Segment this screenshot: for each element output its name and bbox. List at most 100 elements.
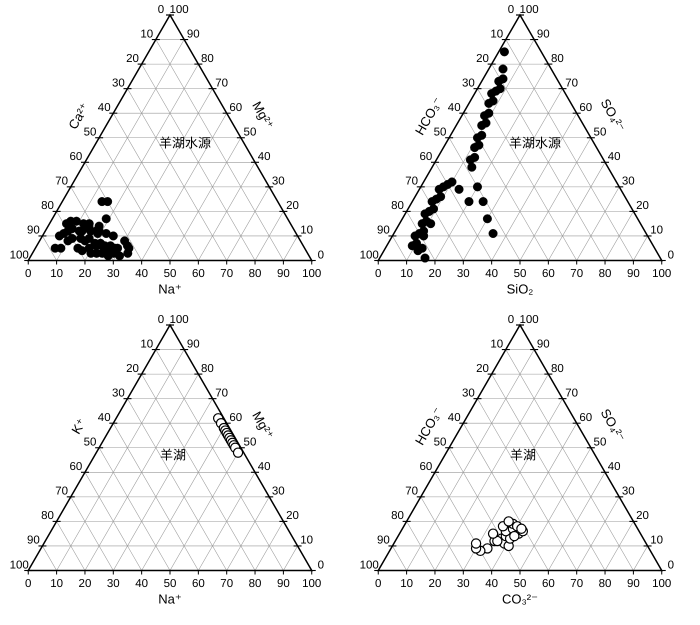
svg-text:30: 30 <box>272 486 285 498</box>
svg-text:60: 60 <box>229 102 242 114</box>
svg-text:60: 60 <box>192 268 205 280</box>
svg-text:30: 30 <box>107 578 120 590</box>
svg-text:20: 20 <box>286 200 299 212</box>
svg-text:60: 60 <box>69 461 82 473</box>
svg-text:30: 30 <box>272 176 285 188</box>
svg-text:100: 100 <box>519 4 538 16</box>
svg-text:80: 80 <box>551 363 564 375</box>
svg-text:60: 60 <box>229 412 242 424</box>
svg-text:50: 50 <box>594 127 607 139</box>
svg-text:70: 70 <box>405 176 418 188</box>
svg-text:90: 90 <box>537 338 550 350</box>
svg-text:羊湖: 羊湖 <box>510 448 536 463</box>
svg-text:70: 70 <box>220 268 233 280</box>
svg-text:80: 80 <box>249 268 262 280</box>
svg-text:100: 100 <box>10 249 29 261</box>
svg-text:90: 90 <box>627 578 640 590</box>
svg-text:70: 70 <box>565 77 578 89</box>
svg-text:90: 90 <box>377 535 390 547</box>
svg-text:K⁺: K⁺ <box>68 416 89 437</box>
svg-text:60: 60 <box>69 151 82 163</box>
svg-text:30: 30 <box>457 578 470 590</box>
svg-text:30: 30 <box>622 176 635 188</box>
svg-text:20: 20 <box>79 578 92 590</box>
svg-text:CO₃²⁻: CO₃²⁻ <box>502 592 538 607</box>
svg-text:90: 90 <box>27 225 40 237</box>
svg-text:80: 80 <box>41 200 54 212</box>
svg-text:0: 0 <box>158 314 164 326</box>
svg-text:90: 90 <box>537 28 550 40</box>
svg-text:60: 60 <box>542 268 555 280</box>
svg-text:100: 100 <box>652 268 671 280</box>
svg-text:30: 30 <box>462 387 475 399</box>
svg-text:90: 90 <box>187 28 200 40</box>
svg-text:70: 70 <box>215 387 228 399</box>
svg-text:50: 50 <box>594 437 607 449</box>
svg-text:80: 80 <box>599 578 612 590</box>
svg-text:80: 80 <box>201 363 214 375</box>
svg-text:30: 30 <box>462 77 475 89</box>
svg-text:50: 50 <box>164 578 177 590</box>
svg-text:100: 100 <box>10 559 29 571</box>
svg-text:90: 90 <box>187 338 200 350</box>
svg-text:0: 0 <box>25 578 31 590</box>
svg-text:70: 70 <box>55 486 68 498</box>
svg-text:90: 90 <box>27 535 40 547</box>
svg-text:40: 40 <box>135 578 148 590</box>
svg-text:40: 40 <box>485 268 498 280</box>
svg-text:70: 70 <box>565 387 578 399</box>
svg-text:20: 20 <box>636 510 649 522</box>
svg-text:30: 30 <box>622 486 635 498</box>
svg-text:90: 90 <box>277 578 290 590</box>
svg-text:60: 60 <box>192 578 205 590</box>
svg-text:60: 60 <box>419 151 432 163</box>
svg-text:10: 10 <box>400 578 413 590</box>
svg-text:40: 40 <box>135 268 148 280</box>
svg-text:80: 80 <box>41 510 54 522</box>
svg-text:90: 90 <box>277 268 290 280</box>
svg-text:100: 100 <box>302 268 321 280</box>
svg-text:40: 40 <box>258 151 271 163</box>
svg-text:10: 10 <box>490 28 503 40</box>
svg-text:40: 40 <box>448 412 461 424</box>
svg-text:50: 50 <box>244 437 257 449</box>
svg-text:10: 10 <box>300 535 313 547</box>
svg-text:50: 50 <box>434 127 447 139</box>
svg-text:80: 80 <box>249 578 262 590</box>
svg-text:80: 80 <box>599 268 612 280</box>
svg-text:90: 90 <box>377 225 390 237</box>
svg-text:40: 40 <box>608 461 621 473</box>
svg-text:10: 10 <box>140 338 153 350</box>
svg-text:50: 50 <box>84 437 97 449</box>
svg-text:0: 0 <box>508 4 514 16</box>
svg-text:70: 70 <box>570 578 583 590</box>
svg-text:80: 80 <box>391 200 404 212</box>
svg-text:20: 20 <box>476 363 489 375</box>
svg-text:Na⁺: Na⁺ <box>158 282 181 297</box>
svg-text:30: 30 <box>112 387 125 399</box>
svg-text:10: 10 <box>140 28 153 40</box>
svg-text:70: 70 <box>55 176 68 188</box>
svg-text:30: 30 <box>107 268 120 280</box>
svg-text:20: 20 <box>126 363 139 375</box>
svg-text:20: 20 <box>636 200 649 212</box>
svg-text:0: 0 <box>375 578 381 590</box>
svg-text:100: 100 <box>360 559 379 571</box>
svg-text:50: 50 <box>434 437 447 449</box>
svg-text:50: 50 <box>244 127 257 139</box>
svg-text:10: 10 <box>400 268 413 280</box>
svg-text:80: 80 <box>201 53 214 65</box>
svg-text:Na⁺: Na⁺ <box>158 592 181 607</box>
svg-text:90: 90 <box>627 268 640 280</box>
svg-text:10: 10 <box>650 225 663 237</box>
svg-text:0: 0 <box>375 268 381 280</box>
svg-text:40: 40 <box>98 412 111 424</box>
svg-text:20: 20 <box>429 578 442 590</box>
svg-text:60: 60 <box>419 461 432 473</box>
svg-text:0: 0 <box>668 249 674 261</box>
svg-text:80: 80 <box>551 53 564 65</box>
svg-text:40: 40 <box>98 102 111 114</box>
svg-text:10: 10 <box>650 535 663 547</box>
svg-text:20: 20 <box>286 510 299 522</box>
svg-text:70: 70 <box>215 77 228 89</box>
